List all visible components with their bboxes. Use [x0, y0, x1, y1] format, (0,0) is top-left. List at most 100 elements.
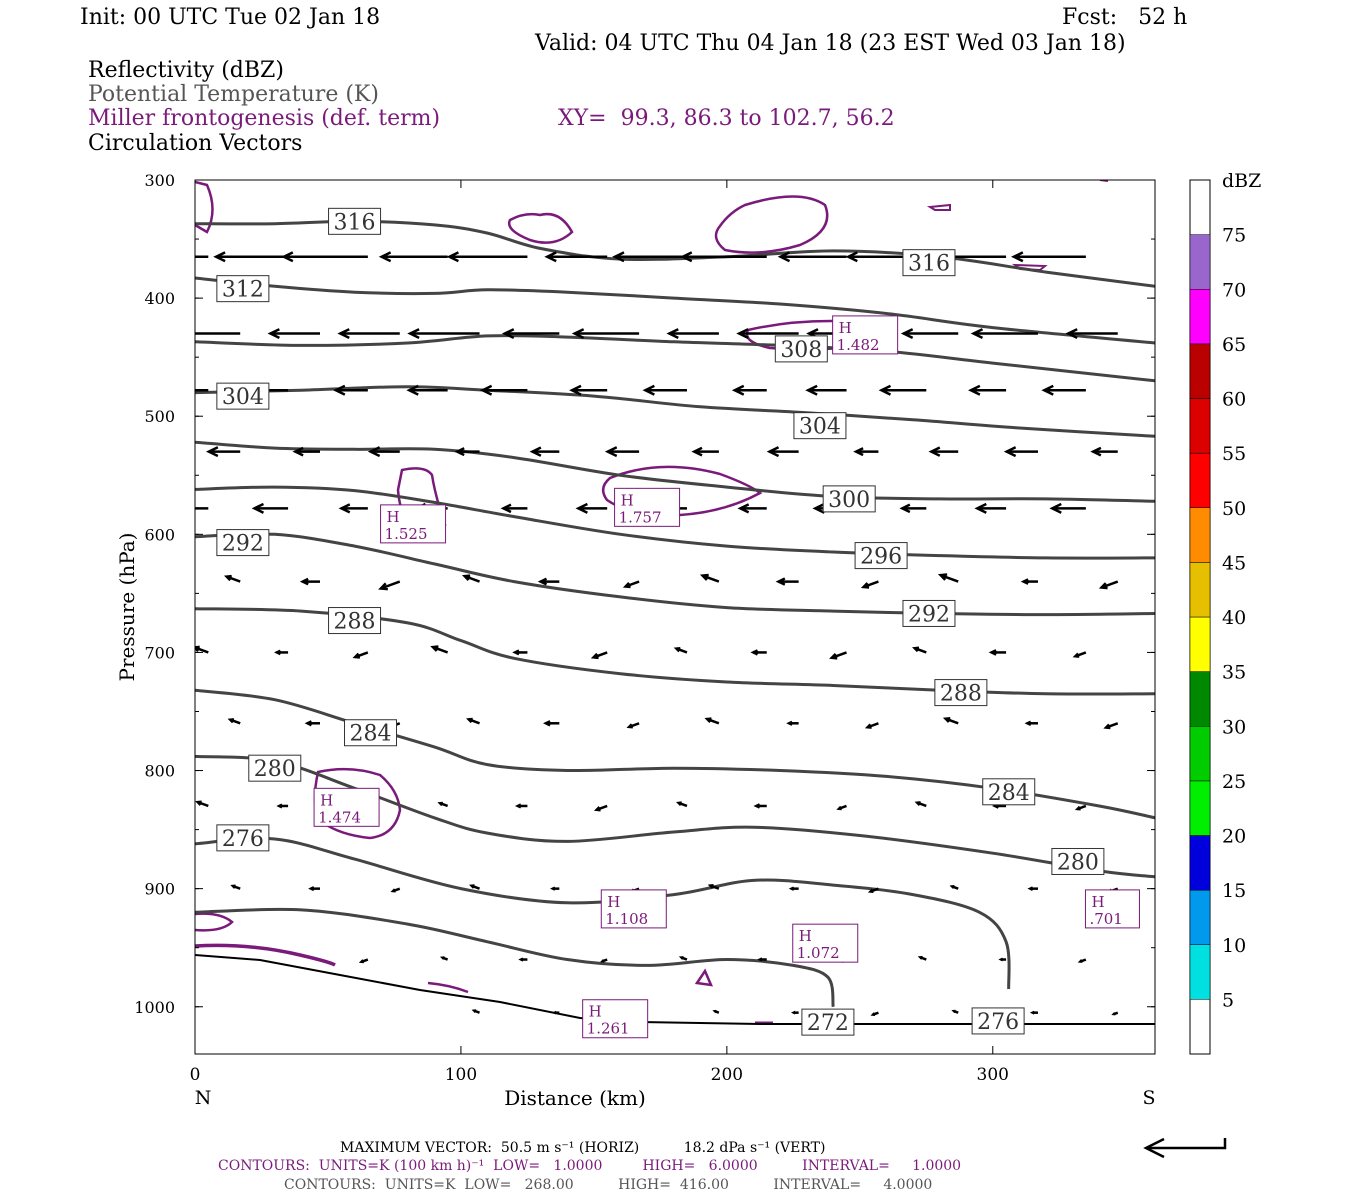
theta-label: 316 — [908, 252, 950, 277]
circulation-vector-head — [227, 718, 235, 724]
fronto-contour — [195, 912, 234, 932]
circulation-vector-head — [299, 577, 309, 586]
x-axis-title: Distance (km) — [504, 1086, 646, 1110]
circulation-vector-head — [731, 384, 745, 396]
theta-label: 288 — [940, 682, 982, 707]
fronto-max-value: 1.108 — [605, 910, 648, 928]
circulation-vector-head — [292, 446, 304, 457]
colorbar-swatch — [1189, 562, 1211, 618]
colorbar-level-label: 70 — [1222, 279, 1246, 301]
cross-section-xy: XY= 99.3, 86.3 to 102.7, 56.2 — [558, 106, 895, 131]
circulation-vector-head — [213, 251, 226, 263]
forecast-hour: Fcst: 52 h — [1062, 5, 1188, 30]
theta-label-box — [854, 542, 908, 570]
dbz-colorbar: 5 10 15 20 25 30 35 40 45 50 55 60 65 70 75 dBZ — [1189, 170, 1261, 1055]
colorbar-swatch — [1189, 780, 1211, 836]
circulation-vector-head — [788, 886, 795, 891]
theta-label: 272 — [807, 1011, 849, 1036]
fronto-contour — [694, 968, 714, 987]
fronto-max-value: 1.757 — [619, 508, 662, 526]
circulation-vector-head — [1003, 446, 1017, 458]
fronto-max-marker: H — [839, 319, 852, 337]
fronto-max-box — [832, 315, 899, 355]
fronto-max-box — [313, 787, 380, 827]
circulation-vector-head — [593, 806, 601, 812]
field-frontogenesis: Miller frontogenesis (def. term) — [88, 106, 441, 131]
theta-label-box — [216, 382, 270, 410]
footer-theta-contours: CONTOURS: UNITS=K LOW= 268.00 HIGH= 416.… — [284, 1177, 933, 1193]
circulation-vector-head — [974, 502, 987, 514]
circulation-vector-head — [179, 504, 188, 513]
circulation-vector-head — [446, 251, 459, 263]
circulation-vector-head — [676, 801, 682, 807]
circulation-vector-head — [970, 328, 984, 340]
theta-label: 304 — [799, 415, 841, 440]
fronto-contour — [427, 981, 469, 994]
fronto-max-marker: H — [387, 508, 400, 526]
fronto-max-value: 1.474 — [318, 808, 361, 826]
circulation-vector-head — [750, 649, 759, 656]
circulation-vector-head — [276, 803, 283, 809]
colorbar-swatch — [1189, 234, 1211, 290]
theta-label: 284 — [350, 722, 392, 747]
y-axis-title: Pressure (hPa) — [115, 533, 139, 682]
colorbar-level-label: 10 — [1222, 935, 1246, 957]
circulation-vector-head — [829, 653, 838, 660]
circulation-vector-head — [406, 384, 419, 396]
circulation-vector-head — [1077, 959, 1083, 963]
circulation-vector-head — [367, 446, 381, 458]
circulation-vector-head — [454, 447, 465, 457]
colorbar-level-label: 5 — [1222, 989, 1234, 1011]
colorbar-swatch — [1189, 726, 1211, 782]
circulation-vector-head — [390, 888, 396, 893]
circulation-vector-head — [537, 577, 548, 586]
theta-label: 296 — [860, 545, 902, 570]
circulation-vector-head — [514, 803, 522, 809]
field-potential-temperature: Potential Temperature (K) — [88, 82, 379, 107]
circulation-vector-head — [673, 646, 681, 653]
colorbar-swatch — [1189, 944, 1211, 1000]
colorbar-level-label: 35 — [1222, 662, 1246, 684]
circulation-vectors — [179, 251, 1119, 1017]
fronto-max-marker: H — [799, 927, 812, 945]
circulation-vector-head — [205, 446, 219, 458]
fronto-max-box — [1084, 889, 1140, 929]
theta-label-box — [248, 754, 302, 782]
circulation-vector-head — [466, 717, 473, 724]
colorbar-level-label: 15 — [1222, 880, 1246, 902]
fronto-max-marker: H — [589, 1003, 602, 1021]
theta-label: 284 — [988, 781, 1030, 806]
circulation-vector-head — [195, 645, 200, 652]
colorbar-unit: dBZ — [1222, 170, 1261, 192]
circulation-vector-head — [867, 888, 874, 894]
field-reflectivity: Reflectivity (dBZ) — [88, 58, 284, 83]
circulation-vector-head — [642, 384, 655, 396]
theta-label: 316 — [334, 210, 376, 235]
circulation-vector-head — [968, 384, 981, 396]
circulation-vector-head — [352, 652, 361, 659]
circulation-vector-head — [1010, 251, 1024, 263]
fronto-maxima-labels: H1.482H1.757H1.525H1.474H1.108H1.072H.70… — [313, 315, 1140, 1039]
circulation-vector-head — [864, 723, 872, 729]
circulation-vector-head — [571, 328, 585, 340]
fronto-max-value: 1.525 — [385, 525, 428, 543]
circulation-vector-head — [666, 328, 679, 340]
fronto-contour — [601, 465, 763, 517]
colorbar-swatch — [1189, 452, 1211, 508]
theta-label: 308 — [780, 338, 822, 363]
circulation-vector-head — [900, 328, 914, 340]
circulation-vector-head — [407, 328, 420, 340]
field-circulation-vectors: Circulation Vectors — [88, 131, 303, 156]
theta-label: 304 — [222, 385, 264, 410]
theta-label: 280 — [254, 757, 296, 782]
circulation-vector-head — [1027, 886, 1034, 891]
circulation-vector-head — [704, 717, 712, 724]
circulation-vector-head — [337, 328, 350, 340]
circulation-vector-head — [223, 574, 232, 582]
theta-label: 280 — [1057, 850, 1099, 875]
circulation-vector-head — [988, 649, 997, 656]
colorbar-swatch — [1189, 889, 1211, 945]
circulation-vector-head — [812, 502, 825, 514]
circulation-vector-head — [378, 251, 392, 263]
